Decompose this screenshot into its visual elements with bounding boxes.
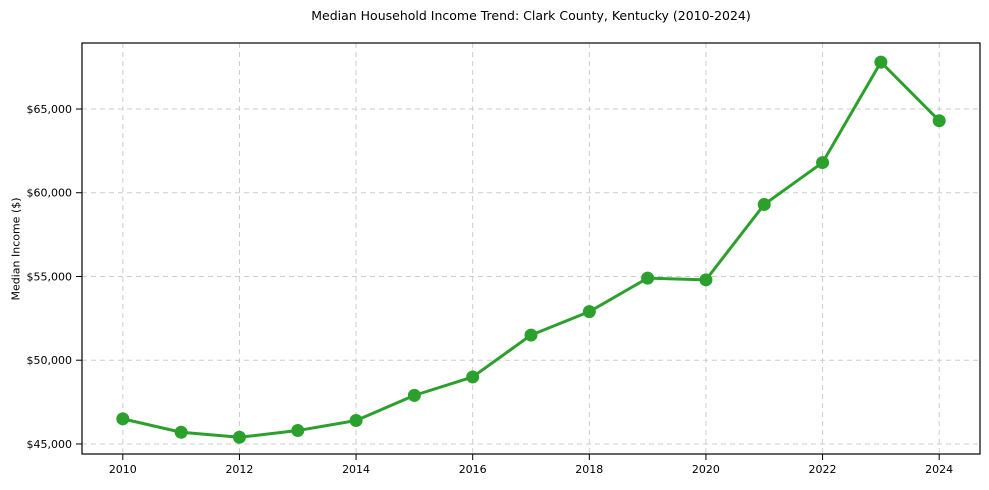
data-point-2014	[349, 414, 363, 428]
y-tick-label: $65,000	[27, 103, 73, 116]
x-tick-label: 2014	[342, 463, 370, 476]
data-point-2022	[816, 156, 830, 170]
y-tick-label: $45,000	[27, 438, 73, 451]
data-point-2024	[932, 114, 946, 128]
y-tick-label: $50,000	[27, 354, 73, 367]
data-point-2015	[407, 388, 421, 402]
x-tick-label: 2020	[692, 463, 720, 476]
y-axis-label: Median Income ($)	[9, 197, 23, 301]
plot-border	[81, 42, 981, 455]
data-point-2021	[757, 197, 771, 211]
data-point-2012	[232, 430, 246, 444]
chart-title: Median Household Income Trend: Clark Cou…	[311, 8, 751, 23]
data-point-2020	[699, 273, 713, 287]
data-point-2011	[174, 425, 188, 439]
trend-line	[121, 60, 941, 439]
x-tick-label: 2018	[575, 463, 603, 476]
x-tick-label: 2012	[225, 463, 253, 476]
data-point-2013	[291, 424, 305, 438]
x-tick-label: 2024	[925, 463, 953, 476]
x-tick-label: 2022	[809, 463, 837, 476]
data-point-2019	[641, 271, 655, 285]
data-point-2016	[466, 370, 480, 384]
y-tick-label: $60,000	[27, 187, 73, 200]
x-tick-label: 2016	[459, 463, 487, 476]
data-point-2010	[116, 412, 130, 426]
y-tick-label: $55,000	[27, 270, 73, 283]
data-point-2017	[524, 328, 538, 342]
x-tick-label: 2010	[109, 463, 137, 476]
data-point-2018	[582, 305, 596, 319]
data-point-2023	[874, 55, 888, 69]
